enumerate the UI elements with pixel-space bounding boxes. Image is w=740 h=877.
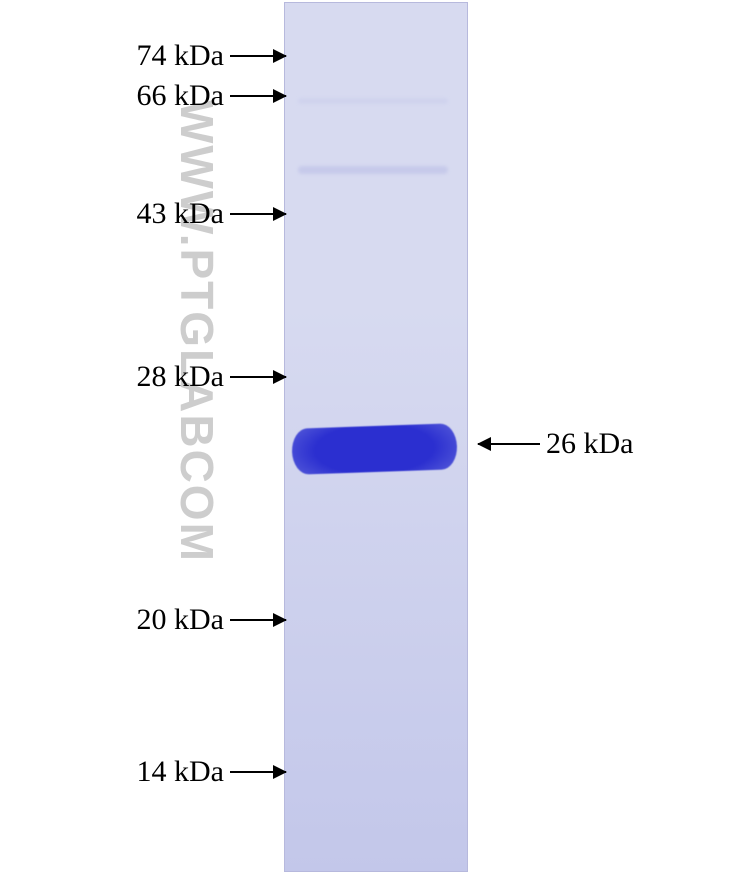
arrow-right-icon [230, 213, 286, 215]
gel-lane [284, 2, 468, 872]
ladder-marker-label: 66 kDa [14, 79, 224, 113]
main-protein-band [291, 423, 458, 475]
arrow-right-icon [230, 376, 286, 378]
ladder-marker-right: 26 kDa [478, 425, 633, 464]
ladder-marker-label: 74 kDa [14, 39, 224, 73]
ladder-marker-left: 14 kDa [0, 753, 286, 792]
gel-figure: WWW.PTGLABCOM 74 kDa66 kDa43 kDa28 kDa20… [0, 0, 740, 877]
ladder-marker-left: 43 kDa [0, 195, 286, 234]
arrow-right-icon [230, 619, 286, 621]
faint-band [298, 166, 448, 174]
ladder-marker-label: 28 kDa [14, 360, 224, 394]
ladder-marker-label: 14 kDa [14, 755, 224, 789]
ladder-marker-label: 26 kDa [546, 427, 633, 461]
ladder-marker-left: 28 kDa [0, 358, 286, 397]
ladder-marker-left: 74 kDa [0, 37, 286, 76]
arrow-right-icon [230, 95, 286, 97]
arrow-right-icon [230, 55, 286, 57]
ladder-marker-label: 20 kDa [14, 603, 224, 637]
ladder-marker-label: 43 kDa [14, 197, 224, 231]
arrow-left-icon [478, 443, 540, 445]
arrow-right-icon [230, 771, 286, 773]
ladder-marker-left: 20 kDa [0, 601, 286, 640]
faint-band [298, 98, 448, 104]
ladder-marker-left: 66 kDa [0, 77, 286, 116]
